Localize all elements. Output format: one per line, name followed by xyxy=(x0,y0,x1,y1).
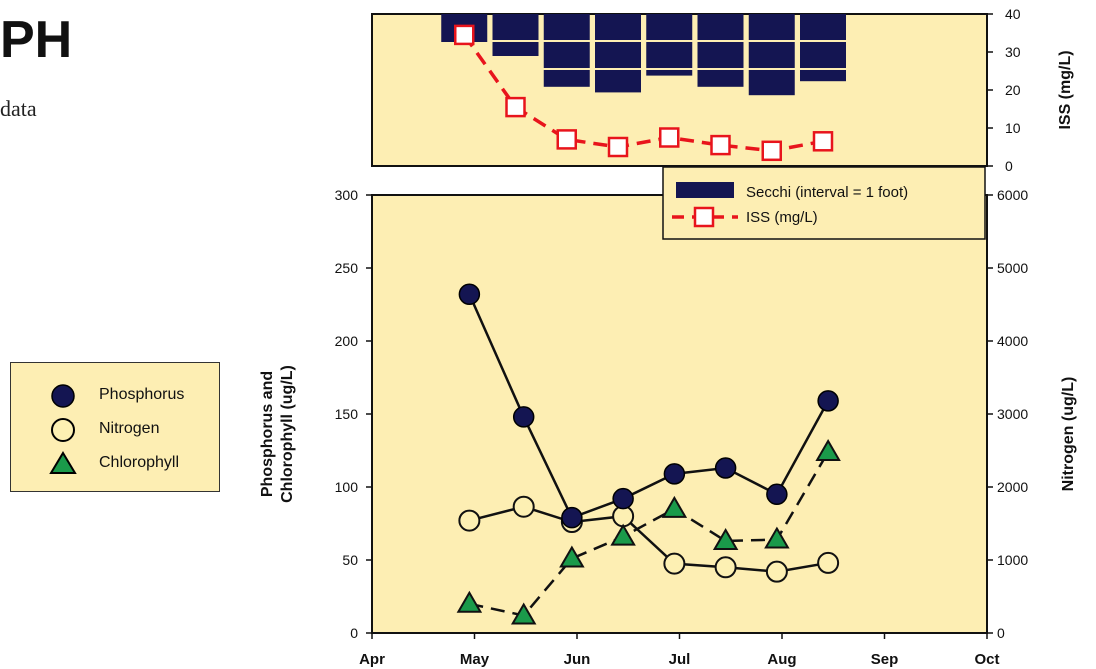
secchi-bar-5-seg-0 xyxy=(697,14,744,40)
legend-label-phosphorus: Phosphorus xyxy=(99,386,185,403)
secchi-bar-7-seg-1 xyxy=(800,42,846,68)
top-legend-box xyxy=(662,166,986,240)
left-axis-title-line2: Chlorophyll (ug/L) xyxy=(279,365,296,503)
legend-secchi-label: Secchi (interval = 1 foot) xyxy=(746,184,908,201)
phosphorus-point-1 xyxy=(512,406,535,428)
legend-iss-marker xyxy=(693,206,715,228)
x-axis-tick-label-1: May xyxy=(460,651,490,668)
right-axis-tick-label-5: 5000 xyxy=(997,260,1028,276)
right-axis-tick-label-1: 1000 xyxy=(997,552,1028,568)
left-axis-tick-label-3: 150 xyxy=(335,406,359,422)
iss-axis-tick-label-0: 0 xyxy=(1005,158,1013,174)
chlorophyll-point-4 xyxy=(661,495,688,518)
phosphorus-point-3 xyxy=(612,487,634,510)
left-axis-tick-label-4: 200 xyxy=(335,333,359,349)
legend-iss-label: ISS (mg/L) xyxy=(746,209,818,226)
left-axis-tick-label-6: 300 xyxy=(335,187,359,203)
secchi-bar-1-seg-0 xyxy=(492,14,539,40)
secchi-bar-7-seg-2 xyxy=(800,70,846,82)
left-axis-title-line1: Phosphorus and xyxy=(259,371,276,497)
secchi-bar-6-seg-1 xyxy=(748,42,795,68)
secchi-bar-2-seg-0 xyxy=(543,14,590,40)
iss-axis-tick-label-1: 10 xyxy=(1005,120,1021,136)
nitrogen-point-1 xyxy=(512,495,535,518)
iss-point-1 xyxy=(505,96,526,118)
nitrogen-point-6 xyxy=(765,560,788,583)
iss-axis-tick-label-2: 20 xyxy=(1005,82,1021,98)
secchi-bar-3-seg-2 xyxy=(595,70,641,93)
secchi-bar-2-seg-2 xyxy=(543,70,590,87)
phosphorus-point-5 xyxy=(714,457,737,479)
chlorophyll-point-0 xyxy=(456,590,483,613)
x-axis-tick-label-6: Oct xyxy=(974,651,999,668)
iss-point-6 xyxy=(761,140,782,162)
secchi-bar-6-seg-0 xyxy=(748,14,795,40)
x-axis-tick-label-3: Jul xyxy=(669,651,691,668)
chlorophyll-point-6 xyxy=(764,526,790,549)
right-axis-tick-label-3: 3000 xyxy=(997,406,1028,422)
legend-label-chlorophyll: Chlorophyll xyxy=(99,454,180,471)
chlorophyll-point-3 xyxy=(610,523,636,546)
legend-secchi-swatch xyxy=(676,182,734,198)
x-axis-tick-label-4: Aug xyxy=(767,651,796,668)
iss-axis-title: ISS (mg/L) xyxy=(1057,50,1074,129)
right-axis-tick-label-4: 4000 xyxy=(997,333,1028,349)
secchi-bar-6-seg-2 xyxy=(748,70,795,96)
nitrogen-point-7 xyxy=(817,551,840,574)
chlorophyll-line xyxy=(469,451,830,617)
top-legend: Secchi (interval = 1 foot) ISS (mg/L) xyxy=(662,166,986,240)
left-axis-tick-label-1: 50 xyxy=(342,552,358,568)
phosphorus-point-0 xyxy=(458,283,481,306)
secchi-bar-4-seg-2 xyxy=(646,70,693,76)
legend-label-nitrogen: Nitrogen xyxy=(99,420,160,437)
secchi-bar-2-seg-1 xyxy=(543,42,590,68)
iss-axis-tick-label-4: 40 xyxy=(1005,6,1021,22)
left-axis-tick-label-0: 0 xyxy=(350,625,358,641)
nitrogen-point-0 xyxy=(458,509,481,532)
iss-axis-tick-label-3: 30 xyxy=(1005,44,1021,60)
chlorophyll-point-2 xyxy=(559,545,585,568)
secchi-bar-7-seg-0 xyxy=(800,14,846,40)
phosphorus-point-4 xyxy=(663,463,686,485)
chlorophyll-point-5 xyxy=(712,528,739,551)
secchi-bar-5-seg-2 xyxy=(697,70,744,87)
side-legend: Phosphorus Nitrogen Chlorophyll xyxy=(10,362,220,492)
iss-point-2 xyxy=(556,129,577,150)
iss-point-3 xyxy=(607,136,629,158)
page-subtitle: data xyxy=(0,96,37,121)
nitrogen-point-4 xyxy=(663,552,686,575)
secchi-bar-4-seg-0 xyxy=(646,14,693,40)
chlorophyll-point-1 xyxy=(510,602,537,625)
x-axis-tick-label-0: Apr xyxy=(359,651,385,668)
left-axis-tick-label-5: 250 xyxy=(335,260,359,276)
secchi-bar-3-seg-1 xyxy=(595,42,641,68)
x-axis-tick-label-5: Sep xyxy=(871,651,899,668)
secchi-bar-3-seg-0 xyxy=(595,14,641,40)
phosphorus-legend-marker xyxy=(51,384,75,408)
right-axis-tick-label-6: 6000 xyxy=(997,187,1028,203)
x-axis-tick-label-2: Jun xyxy=(564,651,591,668)
iss-point-5 xyxy=(710,134,731,156)
iss-point-4 xyxy=(659,127,680,148)
right-axis-tick-label-0: 0 xyxy=(997,625,1005,641)
chlorophyll-point-7 xyxy=(815,438,841,461)
nitrogen-point-5 xyxy=(714,556,737,579)
iss-point-0 xyxy=(454,24,475,46)
right-axis-tick-label-2: 2000 xyxy=(997,479,1028,495)
iss-point-7 xyxy=(812,131,834,152)
phosphorus-point-2 xyxy=(561,506,583,529)
right-axis-title: Nitrogen (ug/L) xyxy=(1060,377,1077,492)
nitrogen-legend-marker xyxy=(51,418,75,442)
phosphorus-point-6 xyxy=(766,483,788,506)
page-title: PH xyxy=(0,11,73,69)
secchi-bar-4-seg-1 xyxy=(646,42,693,68)
left-axis-tick-label-2: 100 xyxy=(335,479,359,495)
chlorophyll-legend-marker xyxy=(49,451,77,474)
secchi-bar-5-seg-1 xyxy=(697,42,744,68)
secchi-bar-1-seg-1 xyxy=(492,42,539,56)
phosphorus-point-7 xyxy=(817,390,839,412)
